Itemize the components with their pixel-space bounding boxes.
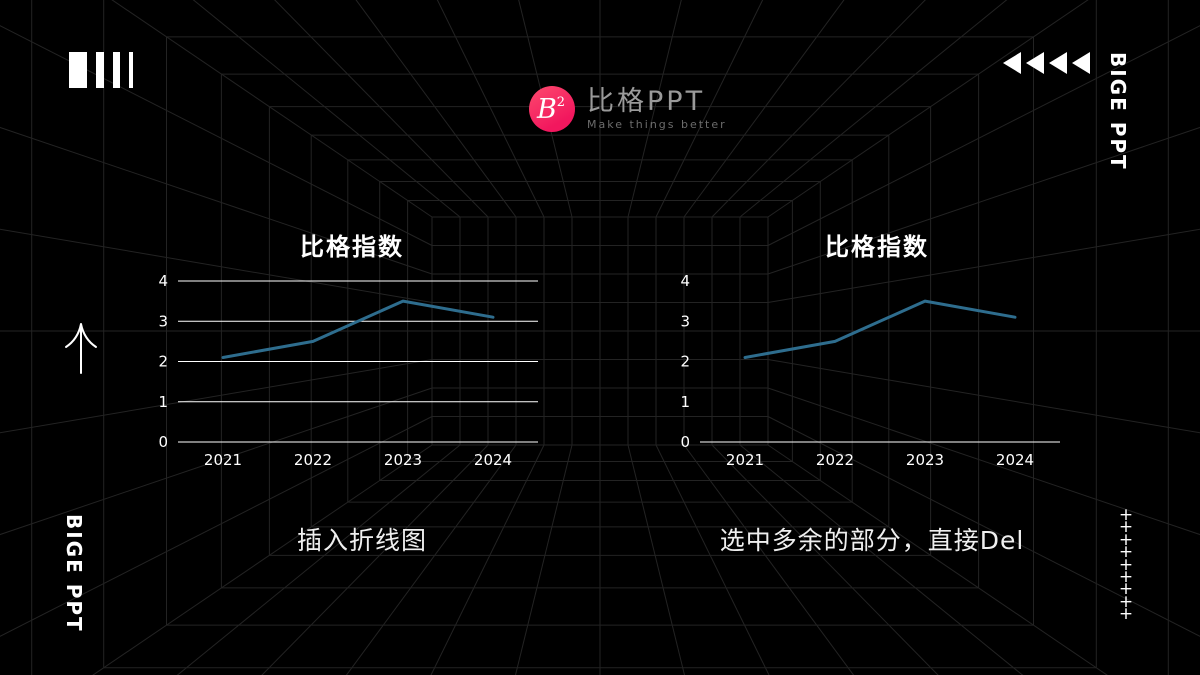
plus-tick-icon: + <box>1118 517 1134 538</box>
x-tick-label: 2021 <box>726 451 764 469</box>
left-triangle-icon <box>1026 52 1044 74</box>
vertical-brand-text-right: BIGE PPT <box>1106 52 1130 171</box>
logo-circle: B2 <box>529 86 575 132</box>
y-tick-label: 1 <box>680 393 690 411</box>
y-tick-label: 4 <box>158 272 168 290</box>
left-triangle-icon <box>1049 52 1067 74</box>
x-tick-label: 2022 <box>294 451 332 469</box>
plus-ticks-decoration: + + + + + + + + + <box>1118 505 1134 625</box>
plus-tick-icon: + <box>1118 591 1134 612</box>
y-tick-label: 4 <box>680 272 690 290</box>
x-tick-label: 2024 <box>996 451 1034 469</box>
y-tick-label: 3 <box>680 312 690 330</box>
caption-right: 选中多余的部分，直接Del <box>719 526 1025 555</box>
up-arrow-icon <box>65 323 97 374</box>
line-chart-right: 4 3 2 1 0 2021 2022 2023 2024 <box>680 272 1060 469</box>
brand-name: 比格PPT <box>587 85 706 117</box>
logo-exponent: 2 <box>556 94 566 110</box>
y-tick-label: 2 <box>158 353 168 371</box>
brand-tagline: Make things better <box>587 118 727 132</box>
logo-monogram: B2 <box>537 96 565 123</box>
data-line <box>221 299 495 359</box>
vertical-brand-text-left: BIGE PPT <box>62 514 86 633</box>
plus-tick-icon: + <box>1118 567 1134 588</box>
x-tick-label: 2022 <box>816 451 854 469</box>
caption-left: 插入折线图 <box>296 526 427 555</box>
x-tick-label: 2023 <box>906 451 944 469</box>
logo-textblock: 比格PPT Make things better <box>587 85 727 132</box>
brand-logo: B2 比格PPT Make things better <box>529 86 727 132</box>
barcode-bar <box>96 52 104 88</box>
plus-tick-icon: + <box>1118 604 1134 625</box>
plus-tick-icon: + <box>1118 579 1134 600</box>
data-line <box>743 299 1017 359</box>
left-triangle-icon <box>1003 52 1021 74</box>
plus-tick-icon: + <box>1118 529 1134 550</box>
triangle-arrows-decoration <box>998 52 1090 74</box>
y-tick-label: 0 <box>158 433 168 451</box>
y-tick-label: 1 <box>158 393 168 411</box>
chart-title-right: 比格指数 <box>825 233 929 261</box>
plus-tick-icon: + <box>1118 554 1134 575</box>
barcode-bars <box>69 52 142 88</box>
y-tick-label: 0 <box>680 433 690 451</box>
y-tick-label: 2 <box>680 353 690 371</box>
chart-title-left: 比格指数 <box>300 233 404 261</box>
x-tick-label: 2024 <box>474 451 512 469</box>
barcode-bar <box>113 52 120 88</box>
line-chart-left: 4 3 2 1 0 2021 2022 2023 2024 <box>158 272 538 469</box>
y-tick-label: 3 <box>158 312 168 330</box>
x-tick-label: 2023 <box>384 451 422 469</box>
barcode-bar <box>129 52 133 88</box>
plus-tick-icon: + <box>1118 505 1134 525</box>
left-triangle-icon <box>1072 52 1090 74</box>
logo-letter: B <box>536 93 557 125</box>
barcode-bar <box>69 52 87 88</box>
x-tick-label: 2021 <box>204 451 242 469</box>
plus-tick-icon: + <box>1118 542 1134 563</box>
